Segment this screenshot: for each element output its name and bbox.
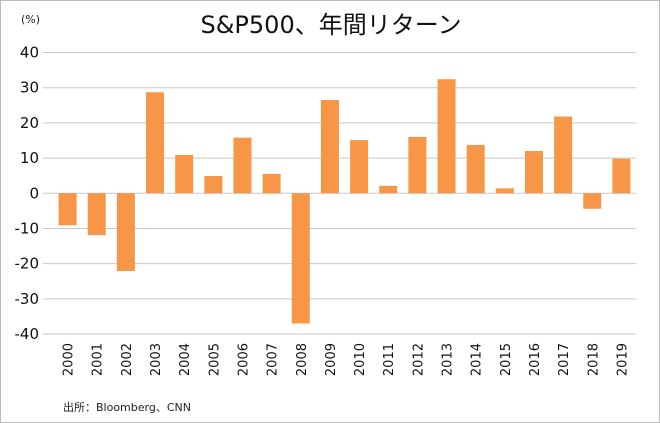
bar-2011 [379,185,398,194]
bar-2019 [612,158,631,194]
x-tick-label: 2003 [149,343,164,376]
x-tick-label: 2001 [91,343,106,376]
bar-2018 [583,193,602,209]
x-tick-label: 2013 [441,343,456,376]
x-tick-label: 2018 [586,343,601,376]
x-tick-label: 2010 [353,343,368,376]
bar-2001 [87,193,106,236]
bar-2010 [350,140,369,194]
y-axis-unit: (%) [21,13,41,26]
y-tick-label: 0 [29,184,39,202]
x-tick-label: 2014 [470,343,485,376]
bar-2007 [262,173,281,194]
bar-2005 [204,176,223,194]
bar-2017 [554,116,573,194]
y-tick-label: 40 [20,44,39,62]
y-tick-label: 20 [20,114,39,132]
y-tick-label: -40 [15,325,40,343]
x-tick-label: 2002 [120,343,135,376]
x-tick-label: 2008 [295,343,310,376]
bar-2002 [116,193,135,272]
bar-2013 [437,79,456,194]
bar-2003 [146,92,165,194]
y-tick-label: -20 [15,255,40,273]
x-tick-label: 2011 [382,343,397,376]
x-tick-label: 2007 [266,343,281,376]
x-tick-label: 2000 [62,343,77,376]
source-note: 出所：Bloomberg、CNN [63,401,191,414]
x-tick-label: 2015 [499,343,514,376]
x-tick-label: 2019 [615,343,630,376]
bar-2009 [320,100,339,194]
bar-2008 [291,193,310,324]
chart-title: S&P500、年間リターン [200,11,462,39]
bar-2015 [495,188,514,194]
y-tick-label: -30 [15,290,40,308]
x-tick-label: 2009 [324,343,339,376]
y-tick-label: -10 [15,219,40,237]
x-tick-label: 2017 [557,343,572,376]
bar-2004 [175,154,194,194]
y-tick-label: 10 [20,149,39,167]
bar-2012 [408,136,427,194]
bar-2006 [233,137,252,194]
x-tick-label: 2006 [236,343,251,376]
bar-2000 [58,193,77,226]
x-tick-label: 2016 [528,343,543,376]
bar-2016 [524,151,543,194]
y-tick-label: 30 [20,79,39,97]
x-tick-label: 2012 [411,343,426,376]
bar-2014 [466,145,485,194]
x-tick-label: 2004 [178,343,193,376]
x-tick-label: 2005 [207,343,222,376]
